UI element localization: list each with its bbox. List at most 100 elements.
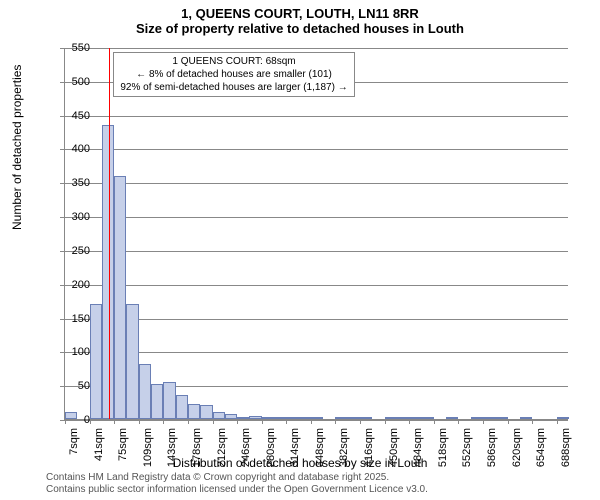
- histogram-bar: [163, 382, 175, 419]
- x-tick-label: 484sqm: [412, 428, 424, 478]
- x-tick: [385, 419, 386, 424]
- x-tick-label: 143sqm: [166, 428, 178, 478]
- y-tick-label: 300: [50, 211, 90, 223]
- x-tick-label: 382sqm: [338, 428, 350, 478]
- histogram-bar: [471, 417, 483, 419]
- x-tick-label: 348sqm: [314, 428, 326, 478]
- plot-region: 1 QUEENS COURT: 68sqm← 8% of detached ho…: [64, 48, 568, 420]
- x-tick: [163, 419, 164, 424]
- x-tick: [237, 419, 238, 424]
- histogram-bar: [225, 414, 237, 419]
- x-tick-label: 212sqm: [216, 428, 228, 478]
- x-tick-label: 280sqm: [265, 428, 277, 478]
- x-tick-label: 7sqm: [68, 428, 80, 478]
- histogram-bar: [262, 417, 274, 419]
- chart-title-line2: Size of property relative to detached ho…: [0, 21, 600, 36]
- x-tick-label: 620sqm: [511, 428, 523, 478]
- x-tick: [262, 419, 263, 424]
- y-tick-label: 100: [50, 346, 90, 358]
- histogram-bar: [446, 417, 458, 419]
- x-tick: [508, 419, 509, 424]
- histogram-bar: [360, 417, 372, 419]
- chart-plot-area: 1 QUEENS COURT: 68sqm← 8% of detached ho…: [64, 48, 568, 420]
- annotation-line: 1 QUEENS COURT: 68sqm: [120, 55, 347, 68]
- y-tick-label: 400: [50, 143, 90, 155]
- x-tick-label: 416sqm: [363, 428, 375, 478]
- histogram-bar: [421, 417, 433, 419]
- grid-line: [65, 420, 568, 421]
- histogram-bar: [495, 417, 507, 419]
- y-tick-label: 450: [50, 110, 90, 122]
- histogram-bar: [249, 416, 261, 419]
- histogram-bar: [385, 417, 397, 419]
- y-tick-label: 150: [50, 313, 90, 325]
- x-tick: [360, 419, 361, 424]
- grid-line: [65, 251, 568, 252]
- histogram-bar: [483, 417, 495, 419]
- footer-line2: Contains public sector information licen…: [46, 484, 428, 496]
- x-tick-label: 75sqm: [117, 428, 129, 478]
- x-tick: [409, 419, 410, 424]
- grid-line: [65, 183, 568, 184]
- y-tick-label: 250: [50, 245, 90, 257]
- x-tick: [532, 419, 533, 424]
- grid-line: [65, 319, 568, 320]
- grid-line: [65, 217, 568, 218]
- histogram-bar: [520, 417, 532, 419]
- x-tick-label: 178sqm: [191, 428, 203, 478]
- marker-line: [109, 48, 110, 419]
- x-tick: [483, 419, 484, 424]
- x-tick: [188, 419, 189, 424]
- histogram-bar: [311, 417, 323, 419]
- grid-line: [65, 116, 568, 117]
- x-tick-label: 518sqm: [437, 428, 449, 478]
- x-tick-label: 246sqm: [240, 428, 252, 478]
- histogram-bar: [200, 405, 212, 419]
- histogram-bar: [397, 417, 409, 419]
- histogram-bar: [237, 417, 249, 419]
- histogram-bar: [176, 395, 188, 419]
- x-tick: [311, 419, 312, 424]
- y-tick-label: 550: [50, 42, 90, 54]
- histogram-bar: [188, 404, 200, 419]
- histogram-bar: [274, 417, 286, 419]
- annotation-line: 92% of semi-detached houses are larger (…: [120, 81, 347, 94]
- x-tick: [335, 419, 336, 424]
- x-tick: [557, 419, 558, 424]
- histogram-bar: [114, 176, 126, 419]
- x-tick: [213, 419, 214, 424]
- x-tick-label: 41sqm: [93, 428, 105, 478]
- x-tick-label: 688sqm: [560, 428, 572, 478]
- grid-line: [65, 352, 568, 353]
- histogram-bar: [213, 412, 225, 419]
- histogram-bar: [557, 417, 569, 419]
- y-tick-label: 350: [50, 177, 90, 189]
- histogram-bar: [348, 417, 360, 419]
- histogram-bar: [299, 417, 311, 419]
- histogram-bar: [409, 417, 421, 419]
- x-tick-label: 450sqm: [388, 428, 400, 478]
- chart-title-line1: 1, QUEENS COURT, LOUTH, LN11 8RR: [0, 6, 600, 21]
- grid-line: [65, 48, 568, 49]
- x-tick: [434, 419, 435, 424]
- chart-title-block: 1, QUEENS COURT, LOUTH, LN11 8RR Size of…: [0, 0, 600, 36]
- histogram-bar: [286, 417, 298, 419]
- x-tick: [286, 419, 287, 424]
- annotation-line: ← 8% of detached houses are smaller (101…: [120, 68, 347, 81]
- x-tick: [139, 419, 140, 424]
- x-tick-label: 654sqm: [535, 428, 547, 478]
- y-tick-label: 500: [50, 76, 90, 88]
- x-tick-label: 109sqm: [142, 428, 154, 478]
- histogram-bar: [90, 304, 102, 419]
- y-axis-label: Number of detached properties: [10, 65, 24, 230]
- x-tick-label: 586sqm: [486, 428, 498, 478]
- histogram-bar: [102, 125, 114, 419]
- histogram-bar: [139, 364, 151, 419]
- x-tick-label: 314sqm: [289, 428, 301, 478]
- y-tick-label: 0: [50, 414, 90, 426]
- y-tick-label: 50: [50, 380, 90, 392]
- grid-line: [65, 285, 568, 286]
- histogram-bar: [335, 417, 347, 419]
- y-tick-label: 200: [50, 279, 90, 291]
- x-tick-label: 552sqm: [461, 428, 473, 478]
